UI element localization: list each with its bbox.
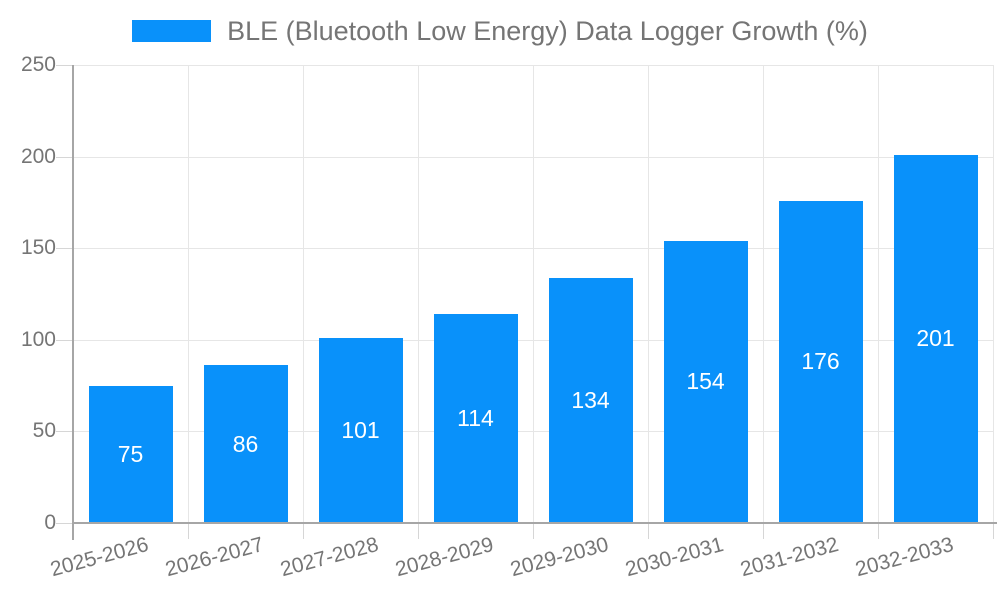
x-tick: [763, 523, 764, 539]
x-tick: [303, 523, 304, 539]
bar: 176: [778, 200, 863, 523]
bar: 154: [663, 240, 748, 523]
y-axis-tick-label: 0: [44, 511, 56, 534]
y-tick: [56, 431, 73, 433]
x-gridline: [878, 65, 879, 523]
bar: 86: [203, 365, 288, 523]
y-axis-tick-label: 250: [20, 53, 56, 76]
x-gridline: [418, 65, 419, 523]
chart-legend: BLE (Bluetooth Low Energy) Data Logger G…: [0, 16, 1000, 46]
bar-value-label: 176: [801, 348, 840, 375]
x-gridline: [993, 65, 994, 523]
x-gridline: [303, 65, 304, 523]
bar-value-label: 86: [232, 430, 259, 457]
legend-swatch-icon: [132, 20, 212, 42]
x-tick: [188, 523, 189, 539]
bar-value-label: 154: [686, 368, 725, 395]
x-tick: [878, 523, 879, 539]
bar: 75: [88, 385, 173, 523]
y-tick: [56, 523, 73, 524]
x-gridline: [533, 65, 534, 523]
y-axis-line: [72, 65, 74, 540]
y-axis-tick-label: 100: [20, 327, 56, 351]
y-axis-tick-label: 150: [20, 236, 56, 260]
bar-value-label: 114: [457, 405, 494, 432]
x-gridline: [648, 65, 649, 523]
x-tick: [993, 523, 994, 539]
y-tick: [56, 156, 73, 158]
bar-value-label: 201: [916, 325, 955, 352]
y-axis-tick-label: 200: [20, 144, 56, 168]
y-tick: [56, 65, 73, 66]
bar-value-label: 101: [341, 416, 380, 443]
x-tick: [418, 523, 419, 539]
x-gridline: [188, 65, 189, 523]
x-axis-line: [72, 522, 997, 524]
bar: 134: [548, 277, 633, 523]
bar: 114: [433, 314, 518, 523]
bar: 101: [318, 337, 403, 523]
x-tick: [533, 523, 534, 539]
x-tick: [648, 523, 649, 539]
y-tick: [56, 339, 73, 341]
bar: 201: [893, 154, 978, 523]
legend-label: BLE (Bluetooth Low Energy) Data Logger G…: [227, 15, 868, 46]
y-axis-tick-label: 50: [32, 419, 56, 443]
bar-value-label: 134: [571, 386, 610, 413]
bar-value-label: 75: [117, 440, 144, 467]
x-gridline: [763, 65, 764, 523]
y-tick: [56, 248, 73, 250]
